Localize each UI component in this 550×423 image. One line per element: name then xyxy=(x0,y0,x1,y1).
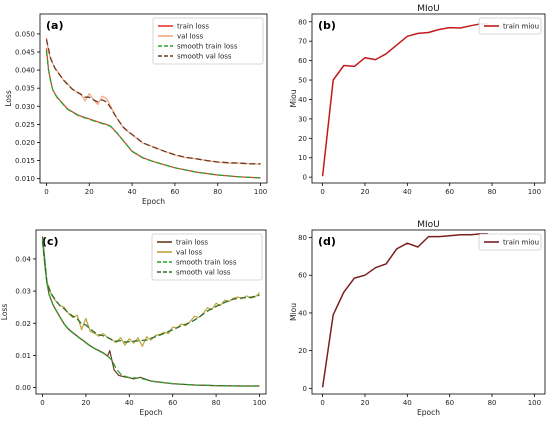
y-axis-label: Miou xyxy=(289,303,298,321)
x-tick-label: 60 xyxy=(170,188,179,196)
x-tick-label: 60 xyxy=(445,399,454,407)
y-tick-label: 0.030 xyxy=(15,103,35,111)
y-tick-label: 80 xyxy=(298,234,307,242)
y-tick-label: 0 xyxy=(303,385,307,393)
y-tick-label: 80 xyxy=(298,18,307,26)
y-tick-label: 20 xyxy=(298,347,307,355)
series-line-train-miou xyxy=(321,233,488,388)
y-tick-label: 0.040 xyxy=(15,67,35,75)
y-tick-label: 0.025 xyxy=(15,121,35,129)
legend-label: smooth train loss xyxy=(177,43,238,51)
x-axis-label: Epoch xyxy=(417,408,440,417)
x-tick-label: 0 xyxy=(40,399,44,407)
panel-label: (c) xyxy=(42,235,59,248)
y-tick-label: 40 xyxy=(298,309,307,317)
x-tick-label: 0 xyxy=(44,188,48,196)
x-tick-label: 0 xyxy=(320,188,324,196)
legend-box xyxy=(478,233,542,251)
panel-d: 0 20 40 60 80 100 0 20 40 60 80 Epoch Miou MIoU (d) tra… xyxy=(289,220,546,417)
x-tick-label: 60 xyxy=(445,188,454,196)
y-tick-label: 50 xyxy=(298,77,307,85)
x-tick-label: 100 xyxy=(528,399,541,407)
y-tick-label: 0.020 xyxy=(15,139,35,147)
y-tick-label: 0.03 xyxy=(15,288,31,296)
x-tick-label: 20 xyxy=(360,399,369,407)
series-line-smooth-val-loss xyxy=(45,39,261,165)
y-tick-label: 0.02 xyxy=(15,320,31,328)
x-tick-label: 40 xyxy=(128,188,137,196)
legend-label: train miou xyxy=(503,23,539,31)
x-tick-label: 40 xyxy=(403,188,412,196)
chart-title: MIoU xyxy=(417,220,440,230)
x-tick-label: 20 xyxy=(360,188,369,196)
y-tick-label: 0 xyxy=(303,174,307,182)
legend-label: val loss xyxy=(176,249,202,257)
legend-label: smooth val loss xyxy=(177,53,232,61)
y-tick-label: 60 xyxy=(298,272,307,280)
y-tick-label: 0.050 xyxy=(15,30,35,38)
x-tick-label: 0 xyxy=(320,399,324,407)
legend: train loss val loss smooth train loss smoot… xyxy=(152,17,264,65)
y-tick-label: 0.010 xyxy=(15,175,35,183)
y-axis-label: Loss xyxy=(0,304,9,321)
legend: train miou xyxy=(478,233,542,251)
y-tick-label: 60 xyxy=(298,57,307,65)
y-tick-label: 0.01 xyxy=(15,352,31,360)
legend-box xyxy=(151,233,263,281)
legend-label: train loss xyxy=(177,23,209,31)
panel-label: (d) xyxy=(318,235,336,248)
x-axis-label: Epoch xyxy=(140,408,163,417)
panel-label: (a) xyxy=(46,19,63,32)
x-tick-label: 20 xyxy=(85,188,94,196)
legend-label: val loss xyxy=(177,33,203,41)
series-line-smooth-val-loss xyxy=(41,241,260,343)
legend-label: smooth val loss xyxy=(176,269,231,277)
x-tick-label: 80 xyxy=(212,399,221,407)
y-tick-label: 20 xyxy=(298,135,307,143)
panel-b: 0 20 40 60 80 100 0 10 20 30 40 50 60 70 80 Miou MIoU (b)… xyxy=(289,4,546,196)
series-line-smooth-train-loss xyxy=(45,50,261,179)
legend-label: train loss xyxy=(176,239,208,247)
series-line-smooth-train-loss xyxy=(41,237,260,387)
y-axis-label: Miou xyxy=(289,89,298,107)
x-tick-label: 40 xyxy=(125,399,134,407)
y-tick-label: 0.04 xyxy=(15,255,31,263)
series-line-train-miou xyxy=(321,22,488,177)
chart-title: MIoU xyxy=(417,4,440,14)
x-tick-label: 100 xyxy=(528,188,541,196)
x-tick-label: 80 xyxy=(488,399,497,407)
legend-box xyxy=(478,17,542,35)
y-tick-label: 0.00 xyxy=(15,384,31,392)
legend-box xyxy=(152,17,264,65)
x-tick-label: 40 xyxy=(403,399,412,407)
x-tick-label: 100 xyxy=(253,399,266,407)
legend-label: smooth train loss xyxy=(176,259,237,267)
panel-label: (b) xyxy=(318,19,336,32)
y-tick-label: 40 xyxy=(298,96,307,104)
y-tick-label: 0.035 xyxy=(15,85,35,93)
x-tick-label: 100 xyxy=(254,188,267,196)
x-tick-label: 80 xyxy=(488,188,497,196)
y-tick-label: 30 xyxy=(298,115,307,123)
y-tick-label: 70 xyxy=(298,38,307,46)
y-tick-label: 0.045 xyxy=(15,48,35,56)
legend-label: train miou xyxy=(503,239,539,247)
x-tick-label: 80 xyxy=(213,188,222,196)
x-tick-label: 20 xyxy=(81,399,90,407)
y-tick-label: 0.015 xyxy=(15,157,35,165)
y-axis-label: Loss xyxy=(4,90,13,107)
plot-frame xyxy=(311,229,546,395)
panel-a: 0 20 40 60 80 100 0.010 0.015 0.020 0.025 0.030 0.0… xyxy=(4,13,268,206)
legend: train miou xyxy=(478,17,542,35)
x-axis-label: Epoch xyxy=(142,197,165,206)
plot-frame xyxy=(311,13,546,184)
y-tick-label: 10 xyxy=(298,154,307,162)
legend: train loss val loss smooth train loss smoot… xyxy=(151,233,263,281)
series-line-val-loss xyxy=(41,239,260,347)
x-tick-label: 60 xyxy=(168,399,177,407)
panel-c: 0 20 40 60 80 100 0.00 0.01 0.02 0.03 0.04 Epoch Los… xyxy=(0,229,267,417)
